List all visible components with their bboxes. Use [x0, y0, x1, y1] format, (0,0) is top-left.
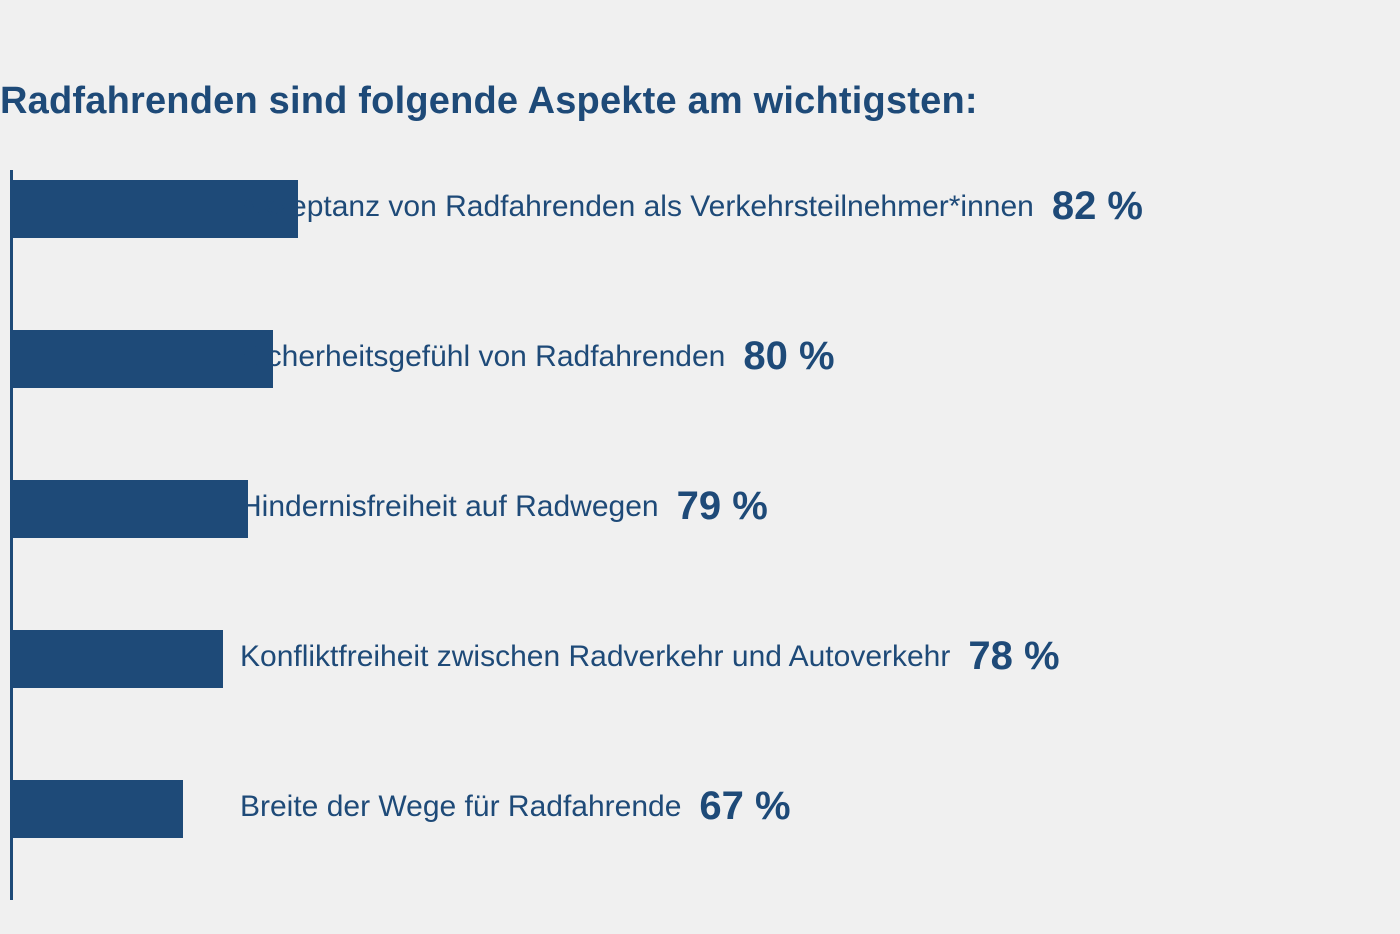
bar-label: Akzeptanz von Radfahrenden als Verkehrst… [240, 190, 1034, 224]
bar [13, 480, 248, 538]
bar [13, 630, 223, 688]
chart-canvas: Radfahrenden sind folgende Aspekte am wi… [0, 0, 1400, 934]
bar-value: 79 % [677, 484, 768, 529]
bar-label: Sicherheitsgefühl von Radfahrenden [240, 340, 725, 374]
bar-label: Konfliktfreiheit zwischen Radverkehr und… [240, 640, 950, 674]
bar-label: Hindernisfreiheit auf Radwegen [240, 490, 659, 524]
bar-value: 67 % [699, 784, 790, 829]
bar [13, 780, 183, 838]
bar-value: 82 % [1052, 184, 1143, 229]
bar-value: 80 % [743, 334, 834, 379]
bar-label: Breite der Wege für Radfahrende [240, 790, 681, 824]
bar [13, 330, 273, 388]
bar-value: 78 % [968, 634, 1059, 679]
chart-title: Radfahrenden sind folgende Aspekte am wi… [0, 80, 978, 123]
